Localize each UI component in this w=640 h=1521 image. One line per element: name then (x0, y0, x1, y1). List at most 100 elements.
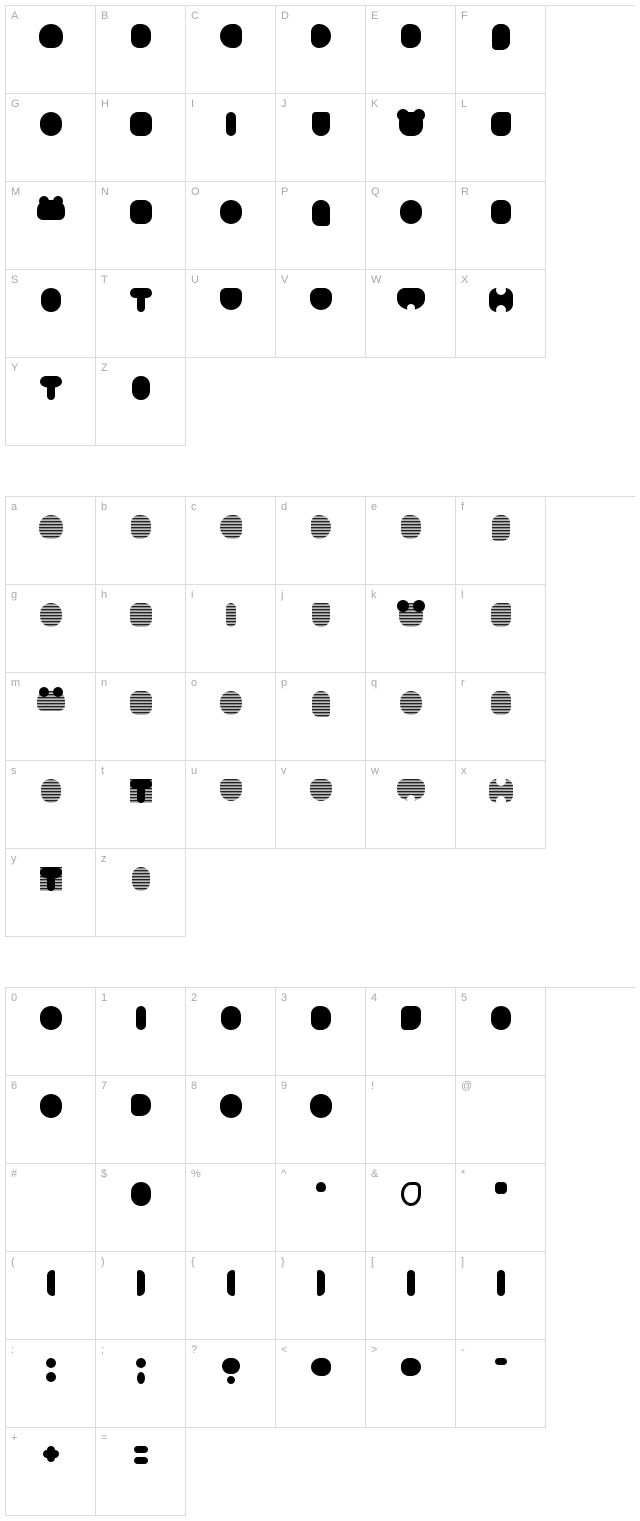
cell-label: Q (371, 186, 380, 198)
glyph-icon (47, 1270, 55, 1296)
glyph-container (96, 585, 185, 672)
cell-label: [ (371, 1256, 374, 1268)
charmap-cell: H (96, 94, 186, 182)
charmap-cell: i (186, 585, 276, 673)
glyph-container (6, 1164, 95, 1251)
cell-label: I (191, 98, 194, 110)
cell-label: } (281, 1256, 285, 1268)
glyph-container (96, 1340, 185, 1427)
cell-label: M (11, 186, 20, 198)
cell-label: 3 (281, 992, 287, 1004)
charmap-cell: E (366, 6, 456, 94)
glyph-container (6, 849, 95, 936)
cell-label: % (191, 1168, 201, 1180)
charmap-cell: F (456, 6, 546, 94)
cell-label: N (101, 186, 109, 198)
cell-label: ( (11, 1256, 15, 1268)
charmap-grid: 0123456789!@#$%^&*(){}[]:;?<>-+= (5, 987, 635, 1516)
charmap-cell: O (186, 182, 276, 270)
cell-label: l (461, 589, 463, 601)
glyph-container (366, 761, 455, 848)
glyph-icon (310, 779, 332, 801)
charmap-cell: > (366, 1340, 456, 1428)
glyph-icon (311, 1006, 331, 1030)
glyph-icon (220, 1094, 242, 1118)
cell-label: a (11, 501, 17, 513)
glyph-container (276, 182, 365, 269)
cell-label: C (191, 10, 199, 22)
glyph-container (6, 270, 95, 357)
cell-label: f (461, 501, 464, 513)
cell-label: 5 (461, 992, 467, 1004)
glyph-container (6, 1252, 95, 1339)
cell-label: > (371, 1344, 377, 1356)
glyph-container (96, 988, 185, 1075)
cell-label: L (461, 98, 467, 110)
cell-label: k (371, 589, 377, 601)
charmap-cell: = (96, 1428, 186, 1516)
cell-label: U (191, 274, 199, 286)
glyph-container (6, 1076, 95, 1163)
cell-label: @ (461, 1080, 472, 1092)
glyph-container (96, 849, 185, 936)
glyph-container (276, 497, 365, 584)
cell-label: 7 (101, 1080, 107, 1092)
glyph-container (96, 1428, 185, 1515)
charmap-cell: 9 (276, 1076, 366, 1164)
glyph-icon (397, 288, 425, 310)
cell-label: ; (101, 1344, 104, 1356)
cell-label: b (101, 501, 107, 513)
glyph-icon (220, 691, 242, 715)
charmap-cell: c (186, 497, 276, 585)
charmap-cell: x (456, 761, 546, 849)
charmap-cell: w (366, 761, 456, 849)
cell-label: E (371, 10, 378, 22)
cell-label: i (191, 589, 193, 601)
glyph-container (456, 1340, 545, 1427)
glyph-icon (401, 515, 421, 539)
charmap-cell: I (186, 94, 276, 182)
glyph-container (96, 497, 185, 584)
glyph-icon (497, 1270, 505, 1296)
glyph-icon (37, 200, 65, 220)
glyph-container (366, 988, 455, 1075)
cell-label: v (281, 765, 287, 777)
glyph-container (6, 1340, 95, 1427)
cell-label: q (371, 677, 377, 689)
charmap-cell: v (276, 761, 366, 849)
glyph-icon (312, 691, 330, 717)
charmap-cell: 6 (6, 1076, 96, 1164)
glyph-container (456, 988, 545, 1075)
cell-label: T (101, 274, 108, 286)
cell-label: # (11, 1168, 17, 1180)
glyph-container (96, 270, 185, 357)
charmap-cell: < (276, 1340, 366, 1428)
charmap-cell: 0 (6, 988, 96, 1076)
glyph-icon (407, 1270, 415, 1296)
glyph-icon (495, 1182, 507, 1194)
glyph-icon (130, 779, 152, 803)
glyph-container (366, 1076, 455, 1163)
glyph-container (6, 497, 95, 584)
cell-label: y (11, 853, 17, 865)
glyph-icon (311, 24, 331, 48)
charmap-cell: U (186, 270, 276, 358)
cell-label: P (281, 186, 288, 198)
glyph-container (366, 1340, 455, 1427)
glyph-icon (317, 1270, 325, 1296)
cell-label: d (281, 501, 287, 513)
cell-label: F (461, 10, 468, 22)
cell-label: ) (101, 1256, 105, 1268)
charmap-cell: Z (96, 358, 186, 446)
glyph-container (456, 1164, 545, 1251)
glyph-container (6, 988, 95, 1075)
glyph-icon (310, 1094, 332, 1118)
glyph-icon (136, 1006, 146, 1030)
glyph-container (276, 761, 365, 848)
cell-label: c (191, 501, 197, 513)
charmap-cell: 2 (186, 988, 276, 1076)
cell-label: Z (101, 362, 108, 374)
glyph-icon (401, 1358, 421, 1376)
glyph-icon (491, 200, 511, 224)
charmap-section-lowercase: abcdefghijklmnopqrstuvwxyz (5, 496, 635, 937)
